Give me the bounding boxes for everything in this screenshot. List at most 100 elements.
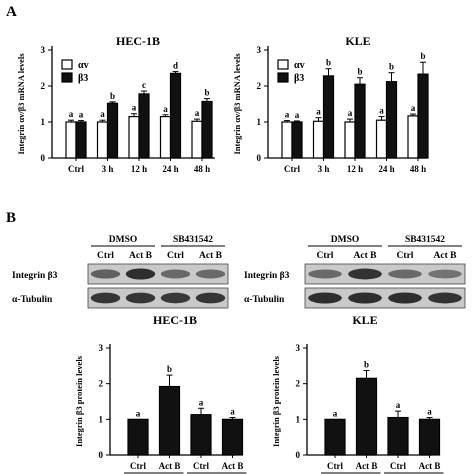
blot-band (195, 269, 226, 279)
blot-band (160, 292, 191, 304)
x-tick-label: Act B (419, 461, 441, 471)
bar (65, 121, 77, 159)
legend-label: β3 (294, 73, 304, 84)
y-tick-label: 1 (257, 117, 262, 127)
blot-strip (304, 287, 466, 309)
bar (75, 121, 87, 159)
blot-group-label: DMSO (331, 235, 360, 245)
significance-letter: a (427, 407, 432, 417)
y-tick-label: 0 (257, 153, 262, 163)
bar (96, 121, 109, 159)
significance-letter: b (326, 58, 331, 68)
bar (324, 418, 346, 456)
blot-strip (304, 263, 466, 285)
bar (344, 121, 356, 159)
x-tick-label: Ctrl (68, 164, 84, 174)
blot-group-label: DMSO (109, 235, 138, 245)
blot-lane-label: Act B (354, 251, 378, 261)
significance-letter: a (295, 110, 300, 120)
significance-letter: a (411, 103, 416, 113)
x-tick-label: 24 h (162, 164, 178, 174)
y-tick-label: 2 (257, 81, 262, 91)
legend-label: αv (78, 60, 89, 71)
significance-letter: b (420, 51, 425, 61)
significance-letter: a (333, 408, 338, 418)
x-tick-label: 48 h (410, 164, 426, 174)
y-tick-label: 1 (296, 414, 301, 424)
bar (291, 121, 303, 159)
blot-band (160, 269, 191, 279)
significance-letter: c (142, 80, 146, 90)
bar (159, 115, 172, 159)
y-axis-label: Integrin αv/β3 mRNA levels (232, 53, 242, 155)
blot-0: DMSO SB431542 Ctrl Act B Ctrl Act B Integrin β… (12, 235, 229, 309)
bar (418, 418, 441, 456)
significance-letter: b (357, 67, 362, 77)
legend-swatch (61, 59, 73, 70)
chart-1: KLE 0 1 2 3 Integrin αv/β3 mRNA levels Ctrl 3 h… (232, 34, 429, 174)
blot-lane-label: Act B (434, 251, 458, 261)
western-blots: DMSO SB431542 Ctrl Act B Ctrl Act B Integrin β… (12, 235, 466, 309)
significance-letter: b (110, 91, 115, 101)
x-tick-label: Ctrl (327, 461, 343, 471)
x-tick-label: Act B (222, 461, 244, 471)
bar (127, 418, 149, 456)
x-tick-label: 24 h (378, 164, 394, 174)
blot-lane-label: Ctrl (167, 251, 184, 261)
blot-band (125, 292, 156, 304)
significance-letter: a (100, 109, 105, 119)
y-tick-label: 0 (41, 153, 46, 163)
legend-swatch (61, 72, 73, 83)
blot-band (388, 269, 422, 279)
blot-lane-label: Ctrl (397, 251, 414, 261)
blot-band (90, 269, 121, 279)
chart-2: HEC-1B 0 1 2 3 Integrin β3 protein levels Ctrl… (74, 313, 247, 474)
y-axis-label: Integrin αv/β3 mRNA levels (16, 53, 26, 155)
legend-swatch (277, 59, 289, 70)
legend-swatch (277, 72, 289, 83)
blot-band (388, 292, 422, 304)
blot-row-label: Integrin β3 (244, 271, 290, 281)
bar (281, 121, 293, 159)
x-tick-label: 3 h (318, 164, 330, 174)
x-tick-label: Act B (356, 461, 378, 471)
y-tick-label: 0 (296, 450, 301, 460)
y-axis-label: Integrin β3 protein levels (271, 355, 281, 447)
significance-letter: a (285, 110, 290, 120)
significance-letter: a (79, 110, 84, 120)
significance-letter: a (132, 103, 137, 113)
bar (191, 120, 203, 159)
bar (190, 414, 212, 456)
blot-row-label: α-Tubulin (12, 295, 53, 305)
bar (322, 75, 335, 159)
x-tick-label: 12 h (347, 164, 363, 174)
bar (407, 115, 419, 159)
significance-letter: b (204, 88, 209, 98)
panel-label-b: B (6, 210, 16, 226)
blot-group-label: SB431542 (173, 235, 213, 245)
y-tick-label: 3 (41, 45, 46, 55)
blot-lane-label: Act B (199, 251, 223, 261)
significance-letter: a (163, 104, 168, 114)
chart-title: KLE (345, 34, 370, 48)
bar (417, 73, 429, 159)
significance-letter: a (396, 400, 401, 410)
significance-letter: a (69, 109, 74, 119)
significance-letter: a (136, 408, 141, 418)
x-tick-label: 3 h (102, 164, 114, 174)
blot-band (308, 292, 342, 304)
significance-letter: a (195, 108, 200, 118)
bar (387, 416, 409, 456)
blot-row-label: α-Tubulin (244, 295, 285, 305)
blot-band (308, 269, 342, 279)
chart-title: HEC-1B (116, 34, 160, 48)
bar (106, 102, 119, 159)
bar (312, 120, 325, 159)
blot-1: DMSO SB431542 Ctrl Act B Ctrl Act B Integrin β… (244, 235, 466, 309)
bar (375, 119, 388, 159)
legend-label: αv (294, 60, 305, 71)
bar (169, 72, 182, 159)
significance-letter: d (173, 61, 178, 71)
blot-band (348, 268, 382, 280)
chart-3: KLE 0 1 2 3 Integrin β3 protein levels Ctrl Act… (271, 313, 444, 474)
